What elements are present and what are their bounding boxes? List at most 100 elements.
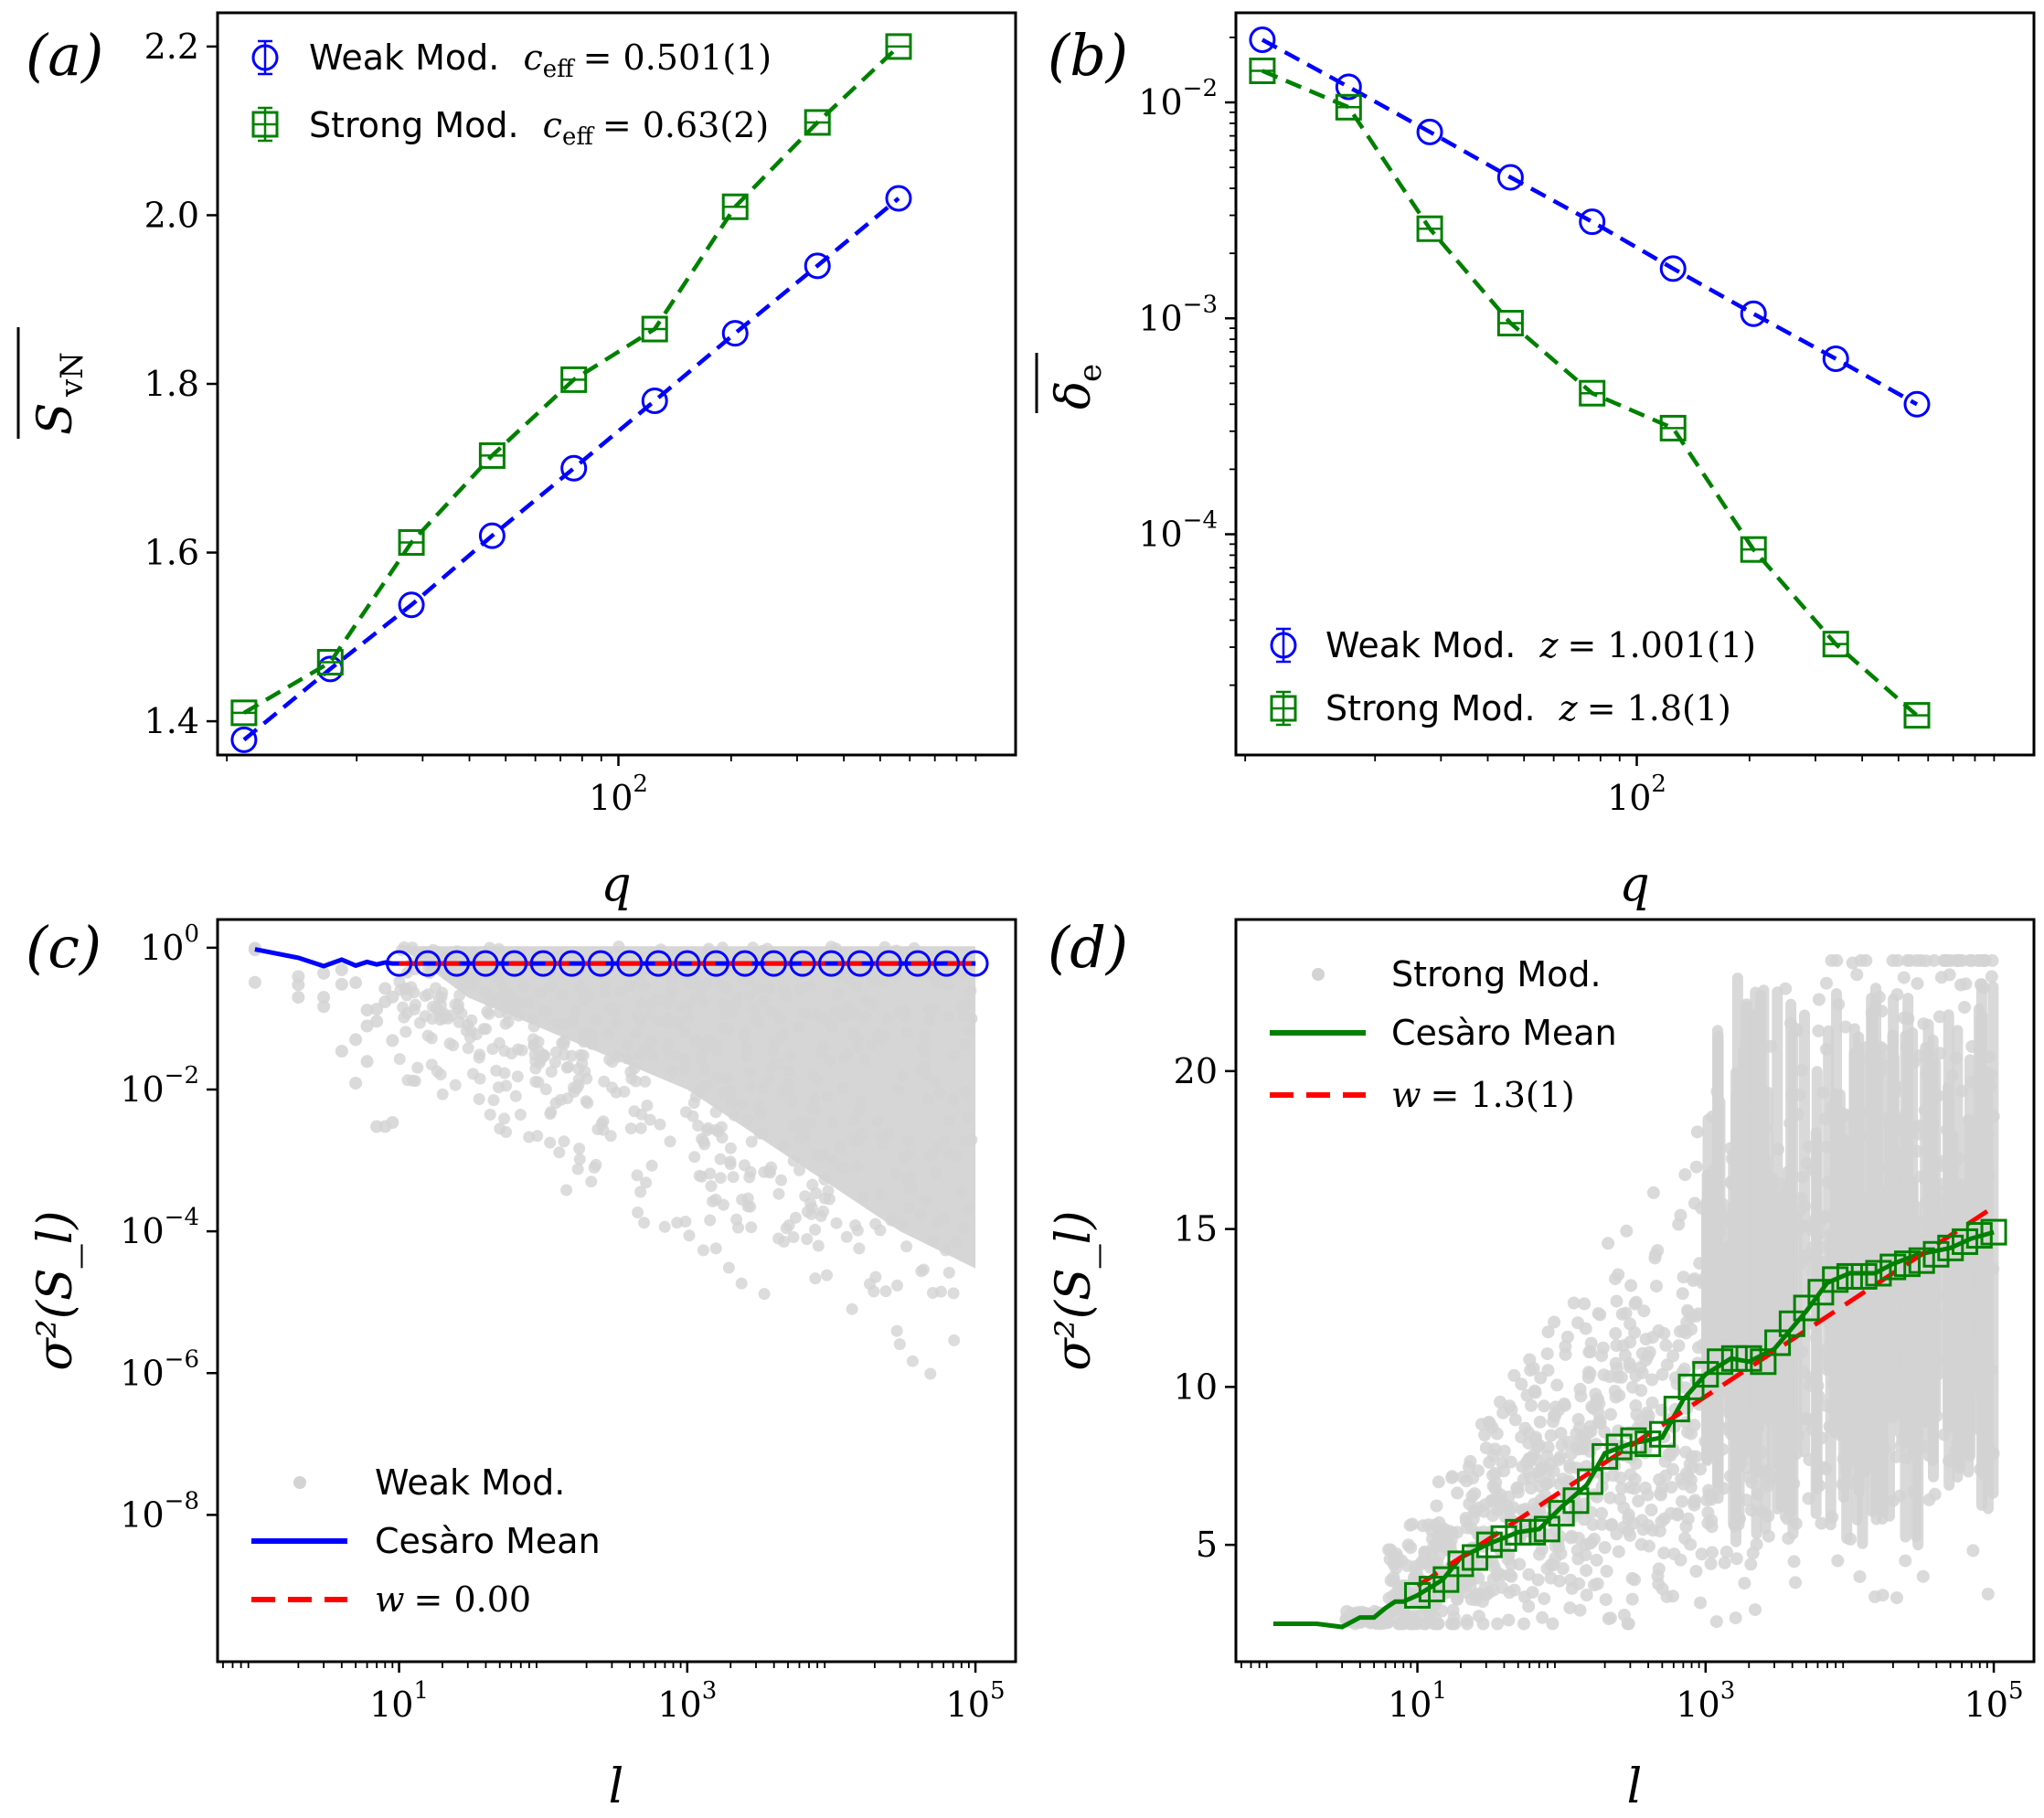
d-marker-38 xyxy=(1952,1228,1979,1255)
c-scatter-point xyxy=(292,970,305,983)
c-marker-2 xyxy=(443,950,471,977)
c-marker-4 xyxy=(501,950,528,977)
d-scatter-point xyxy=(1623,1317,1637,1331)
c-scatter-point xyxy=(502,1015,515,1028)
d-scatter-point xyxy=(1507,1368,1521,1382)
panel-c-legend: Weak Mod. Cesàro Mean w = 0.00 xyxy=(251,1462,601,1620)
c-scatter-point xyxy=(556,989,569,1002)
c-marker-12 xyxy=(731,950,759,977)
d-scatter-point xyxy=(1702,1488,1716,1502)
panel-d-label: (d) xyxy=(1048,914,1128,981)
c-scatter-point xyxy=(787,1231,800,1243)
c-scatter-point xyxy=(827,1116,840,1129)
c-scatter-point xyxy=(442,1012,454,1025)
d-scatter-point xyxy=(1602,1237,1615,1250)
c-scatter-point xyxy=(755,1108,768,1121)
c-scatter-point xyxy=(741,1192,754,1205)
c-scatter-point xyxy=(436,986,449,999)
d-xtick-label-1: 103 xyxy=(1676,1677,1735,1725)
d-scatter-point xyxy=(1787,1555,1801,1568)
d-scatter-point xyxy=(1513,1558,1527,1571)
c-scatter-point xyxy=(772,1187,785,1200)
panel-a-ylabel: S vN xyxy=(16,327,90,439)
d-scatter-point xyxy=(1595,1506,1608,1520)
d-ytick-label-3: 20 xyxy=(1174,1051,1218,1091)
c-scatter-point xyxy=(926,1235,939,1248)
c-scatter-point xyxy=(871,1115,884,1128)
d-scatter-point xyxy=(1928,1487,1942,1501)
c-scatter-point xyxy=(751,1015,764,1028)
legend-c-mean-label: Cesàro Mean xyxy=(375,1521,601,1561)
d-scatter-point xyxy=(1959,977,1973,991)
c-scatter-point xyxy=(394,983,407,996)
c-scatter-point xyxy=(857,1191,869,1204)
d-scatter-point xyxy=(1432,1532,1446,1546)
c-scatter-point xyxy=(590,1158,602,1171)
b-series-0-line xyxy=(1261,37,1919,407)
d-marker-5 xyxy=(1475,1531,1503,1558)
c-scatter-point xyxy=(671,1217,684,1229)
d-scatter-point xyxy=(1831,1554,1845,1568)
d-scatter-point xyxy=(1522,1568,1536,1581)
c-scatter-point xyxy=(955,1185,968,1198)
c-scatter-point xyxy=(599,981,612,994)
c-scatter-point xyxy=(818,1174,831,1185)
d-scatter-point xyxy=(1528,1497,1541,1511)
c-scatter-point xyxy=(717,1087,729,1100)
d-scatter-point xyxy=(1730,1552,1743,1566)
c-scatter-point xyxy=(932,1216,944,1228)
panel-d-ylabel: σ²(S_l) xyxy=(1047,1210,1102,1370)
c-scatter-point xyxy=(573,1153,586,1165)
c-scatter-point xyxy=(865,1038,878,1051)
c-scatter-point xyxy=(631,1169,644,1182)
d-scatter-point xyxy=(1653,1472,1666,1486)
c-scatter-point xyxy=(763,1072,776,1085)
c-scatter-point xyxy=(767,1057,780,1069)
d-scatter-point xyxy=(1538,1592,1551,1605)
d-scatter-point xyxy=(1472,1464,1485,1478)
d-scatter-point xyxy=(1387,1589,1400,1602)
c-scatter-point xyxy=(360,1055,374,1068)
d-scatter-point xyxy=(1660,1589,1674,1603)
c-scatter-point xyxy=(852,1031,865,1044)
d-scatter-point xyxy=(1632,1494,1645,1508)
d-scatter-point xyxy=(1609,1326,1623,1340)
d-scatter-point xyxy=(1655,1515,1668,1528)
d-marker-25 xyxy=(1764,1329,1792,1356)
a-series-0-point-7 xyxy=(804,252,831,280)
c-scatter-point xyxy=(540,1005,552,1017)
c-scatter-point xyxy=(853,1242,866,1255)
d-scatter-point xyxy=(1400,1559,1414,1572)
d-scatter-point xyxy=(1617,1609,1631,1621)
d-scatter-point xyxy=(1635,1346,1649,1360)
d-scatter-point xyxy=(1445,1471,1459,1484)
c-scatter-point xyxy=(317,1000,331,1014)
d-scatter-point xyxy=(1539,1477,1553,1491)
c-scatter-point xyxy=(349,1077,363,1090)
c-scatter-point xyxy=(939,1134,952,1147)
d-scatter-point xyxy=(1671,1508,1685,1522)
d-scatter-point xyxy=(1416,1519,1430,1533)
d-scatter-point xyxy=(1503,1586,1517,1600)
d-scatter-point xyxy=(1634,1384,1648,1398)
d-marker-26 xyxy=(1778,1310,1805,1337)
d-scatter-point xyxy=(1590,1553,1603,1567)
c-scatter-point xyxy=(678,1026,691,1038)
c-ytick-label-4: 100 xyxy=(140,920,199,968)
c-scatter-point xyxy=(700,1040,713,1053)
c-scatter-point xyxy=(496,980,509,993)
legend-b-strong-marker xyxy=(1270,690,1297,727)
d-scatter-point xyxy=(1610,1294,1623,1308)
c-scatter-point xyxy=(545,1066,558,1078)
a-ytick-label-1: 1.6 xyxy=(144,533,199,573)
c-scatter-point xyxy=(868,998,880,1010)
d-scatter-point xyxy=(1486,1479,1500,1493)
d-scatter-point xyxy=(1652,1578,1666,1591)
c-marker-9 xyxy=(644,950,672,977)
d-marker-1 xyxy=(1418,1576,1445,1603)
c-scatter-point xyxy=(678,952,691,964)
d-scatter-point xyxy=(1533,1415,1547,1429)
c-scatter-point xyxy=(915,1208,928,1221)
panel-b-ylabel-base: δ xyxy=(1047,381,1102,409)
d-marker-33 xyxy=(1879,1253,1907,1281)
